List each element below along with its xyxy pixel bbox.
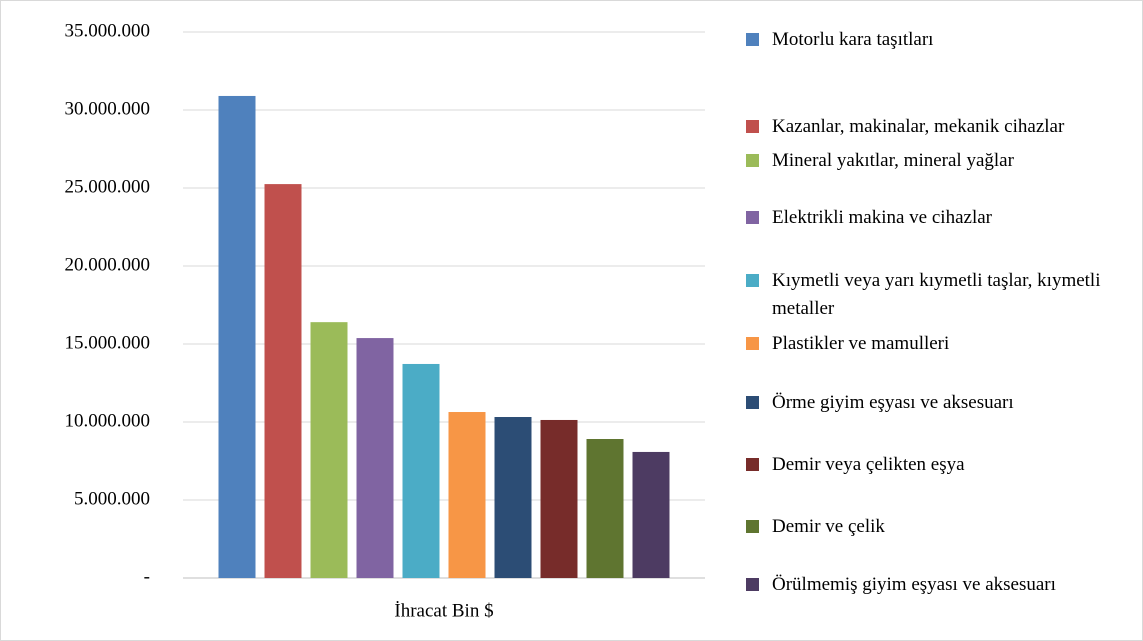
bar: [448, 412, 486, 578]
legend-item: Plastikler ve mamulleri: [746, 330, 1126, 358]
bar: [402, 363, 440, 578]
y-tick-label: 20.000.000: [65, 254, 151, 275]
y-tick-label: -: [144, 566, 150, 587]
legend-item: Demir ve çelik: [746, 513, 1126, 541]
bar: [586, 439, 624, 578]
legend-item: Mineral yakıtlar, mineral yağlar: [746, 147, 1126, 175]
legend-swatch: [746, 120, 759, 133]
legend-swatch: [746, 396, 759, 409]
legend-label: Elektrikli makina ve cihazlar: [772, 207, 992, 228]
legend-swatch: [746, 458, 759, 471]
y-tick-label: 25.000.000: [65, 176, 151, 197]
legend-swatch: [746, 337, 759, 350]
legend-label: Örme giyim eşyası ve aksesuarı: [772, 392, 1014, 413]
bar: [264, 184, 302, 578]
bar: [310, 322, 348, 578]
legend-item: Örme giyim eşyası ve aksesuarı: [746, 389, 1126, 417]
legend-label: Mineral yakıtlar, mineral yağlar: [772, 150, 1014, 171]
legend-swatch: [746, 211, 759, 224]
legend-label: Demir veya çelikten eşya: [772, 454, 965, 475]
legend-item: Demir veya çelikten eşya: [746, 451, 1126, 479]
legend-label: Örülmemiş giyim eşyası ve aksesuarı: [772, 574, 1056, 595]
legend-swatch: [746, 154, 759, 167]
legend-item: Örülmemiş giyim eşyası ve aksesuarı: [746, 571, 1126, 599]
legend-item: Motorlu kara taşıtları: [746, 26, 1126, 54]
legend-label: Kıymetli veya yarı kıymetli taşlar, kıym…: [772, 270, 1101, 319]
y-tick-label: 15.000.000: [65, 332, 151, 353]
bar: [540, 419, 578, 578]
y-tick-label: 10.000.000: [65, 410, 151, 431]
legend-label: Motorlu kara taşıtları: [772, 29, 934, 50]
bar: [632, 451, 670, 578]
legend-label: Demir ve çelik: [772, 516, 885, 537]
legend-item: Kıymetli veya yarı kıymetli taşlar, kıym…: [746, 267, 1126, 323]
bar: [218, 95, 256, 579]
legend-swatch: [746, 578, 759, 591]
y-tick-label: 5.000.000: [74, 488, 150, 509]
legend-swatch: [746, 274, 759, 287]
legend-item: Kazanlar, makinalar, mekanik cihazlar: [746, 113, 1126, 141]
legend-label: Kazanlar, makinalar, mekanik cihazlar: [772, 116, 1065, 137]
legend-swatch: [746, 33, 759, 46]
y-tick-label: 35.000.000: [65, 20, 151, 41]
x-tick-label: İhracat Bin $: [394, 600, 493, 621]
legend-swatch: [746, 520, 759, 533]
bar: [356, 338, 394, 578]
bar: [494, 417, 532, 578]
y-tick-label: 30.000.000: [65, 98, 151, 119]
legend-item: Elektrikli makina ve cihazlar: [746, 204, 1126, 232]
legend-label: Plastikler ve mamulleri: [772, 333, 950, 354]
